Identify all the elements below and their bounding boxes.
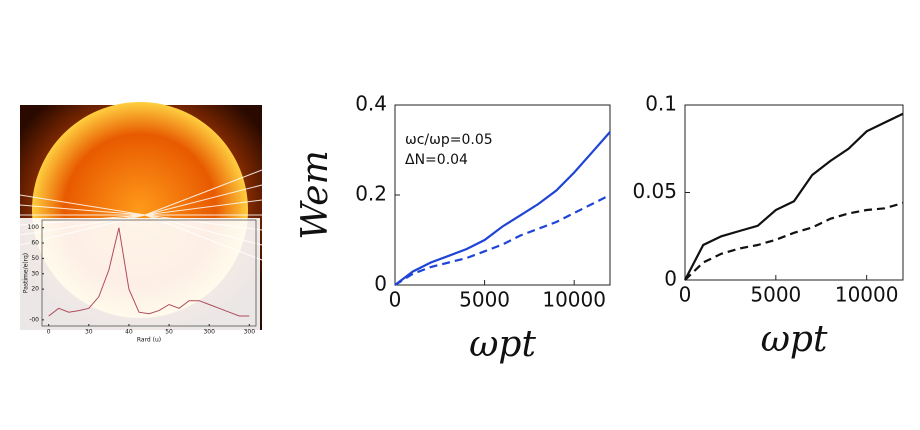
series-line	[48, 227, 250, 317]
x-tick-label: 300	[244, 329, 256, 336]
y-axis-label: Wem	[295, 150, 336, 240]
x-tick-label: 0	[679, 283, 692, 307]
series-line	[684, 112, 904, 281]
x-tick-label: 30	[85, 329, 93, 336]
x-axis-label: Rard (u)	[137, 337, 161, 344]
y-tick-label: 20	[31, 286, 39, 293]
plot-frame	[41, 219, 257, 327]
y-tick-label: 60	[31, 240, 39, 247]
y-tick-label: -00	[29, 316, 39, 323]
y-tick-label: 0.05	[632, 179, 677, 203]
y-tick-label: 0	[664, 267, 677, 291]
series-line	[394, 131, 611, 286]
x-tick-label: 40	[125, 329, 133, 336]
x-axis-label: ωpt	[469, 324, 536, 365]
x-tick-label: 10000	[542, 288, 606, 312]
series-line	[394, 194, 611, 286]
y-tick-label: 0.2	[355, 182, 387, 206]
annotation: ΔN=0.04	[405, 152, 468, 168]
x-tick-label: 0	[47, 329, 51, 336]
x-tick-label: 5000	[750, 283, 801, 307]
x-tick-label: 10000	[835, 283, 899, 307]
y-tick-label: 50	[31, 255, 39, 262]
y-tick-label: 30	[31, 270, 39, 277]
y-tick-label: 0	[374, 272, 387, 296]
sun-image	[19, 102, 263, 330]
annotation: ωc/ωp=0.05	[405, 132, 493, 148]
x-axis-label: ωpt	[761, 319, 828, 360]
x-tick-label: 300	[203, 329, 215, 336]
y-tick-label: 0.1	[645, 92, 677, 116]
plot-frame	[684, 104, 904, 281]
y-tick-label: 100	[28, 224, 40, 231]
x-tick-label: 50	[165, 329, 173, 336]
y-axis-label: Pastime/e(rq)	[23, 253, 30, 293]
x-tick-label: 5000	[459, 288, 510, 312]
y-tick-label: 0.4	[355, 92, 387, 116]
x-tick-label: 0	[389, 288, 402, 312]
series-line	[684, 201, 904, 281]
plot-frame	[394, 104, 611, 286]
